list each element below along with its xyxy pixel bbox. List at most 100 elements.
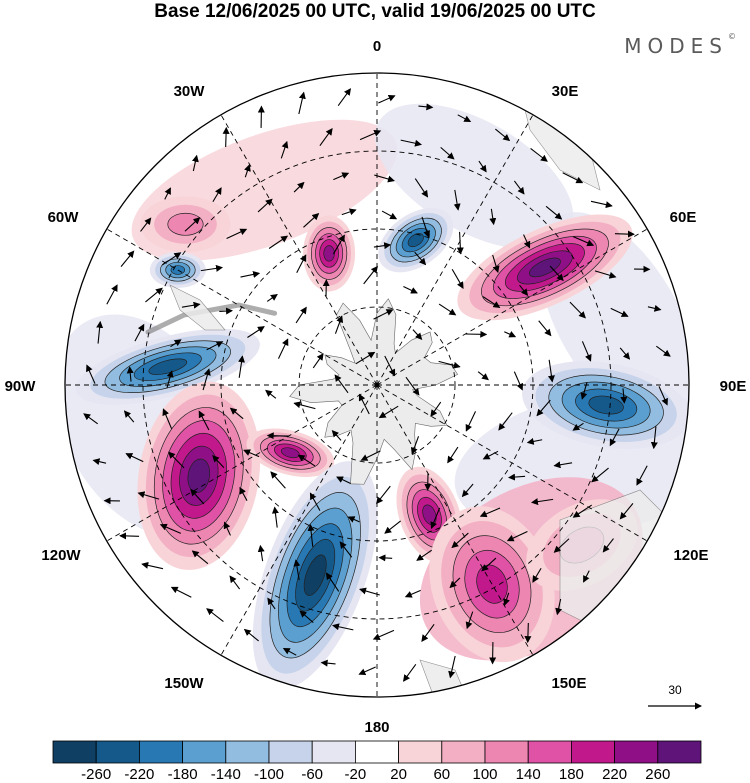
wind-arrow <box>492 254 500 274</box>
wind-arrow <box>508 473 526 481</box>
wind-arrow <box>268 235 289 249</box>
colorbar-tick-label: -60 <box>301 766 323 783</box>
wind-arrow <box>137 491 160 500</box>
wind-arrow <box>555 598 563 616</box>
anomaly-center-negative <box>75 328 260 405</box>
wind-arrow <box>421 623 435 642</box>
wind-arrow <box>418 103 434 111</box>
wind-arrow <box>141 561 164 570</box>
anomaly-center-negative <box>522 361 689 449</box>
colorbar-swatch <box>182 740 227 764</box>
wind-arrow <box>170 339 182 348</box>
wind-arrow <box>553 538 570 553</box>
wind-arrow <box>619 347 631 360</box>
wind-arrow <box>414 251 427 266</box>
wind-arrow <box>451 532 469 549</box>
wind-arrow <box>238 355 245 378</box>
copyright-mark: © <box>728 32 736 41</box>
colorbar-tick-label: -260 <box>81 766 111 783</box>
wind-arrow <box>526 437 543 445</box>
anomaly-contour <box>323 245 335 262</box>
lon-label-150w: 150W <box>164 675 204 692</box>
colorbar-tick-label: 180 <box>559 766 584 783</box>
colorbar: -260 -220 -180 -140 -100 -60 -20 20 60 100 140 180 2… <box>52 740 702 783</box>
wind-arrow <box>191 154 199 172</box>
wind-arrow <box>545 205 563 220</box>
anomaly-contour <box>303 554 327 596</box>
wind-arrow <box>293 401 316 410</box>
wind-arrow <box>359 130 382 141</box>
meridian <box>376 114 534 386</box>
wind-arrow <box>309 492 321 511</box>
wind-arrow <box>219 307 234 315</box>
colorbar-tick-label: 20 <box>390 766 407 783</box>
wind-arrow <box>363 265 378 285</box>
colorbar-tick-label: -140 <box>211 766 241 783</box>
lon-label-150e: 150E <box>551 675 586 692</box>
wind-arrow <box>293 559 301 581</box>
wind-arrow <box>372 629 395 640</box>
wind-arrow <box>223 521 231 536</box>
wind-arrow <box>190 488 205 505</box>
wind-arrow <box>123 410 135 423</box>
wind-arrow <box>482 296 501 308</box>
colorbar-swatch <box>52 740 97 764</box>
wind-arrow <box>430 507 441 530</box>
wind-arrow <box>332 623 354 631</box>
wind-arrow <box>410 436 420 455</box>
wind-arrow <box>609 428 620 447</box>
wind-arrow <box>162 408 173 429</box>
wind-arrow <box>347 516 360 523</box>
colorbar-swatch <box>268 740 313 764</box>
wind-arrow <box>170 586 192 598</box>
wind-arrow <box>331 429 342 441</box>
wind-arrow <box>504 331 517 338</box>
wind-arrow <box>200 264 224 272</box>
wind-arrow <box>562 172 584 184</box>
colorbar-swatch <box>571 740 616 764</box>
anomaly-contour <box>588 395 624 415</box>
wind-arrow <box>538 320 552 337</box>
graticule <box>65 73 689 697</box>
wind-arrow <box>513 371 524 391</box>
lon-label-90e: 90E <box>720 378 747 395</box>
wind-arrow <box>384 520 401 534</box>
wind-arrow <box>159 523 182 534</box>
wind-arrow <box>376 485 391 505</box>
wind-arrow <box>206 341 224 351</box>
wind-arrow <box>620 388 628 404</box>
wind-arrow <box>572 236 595 247</box>
wind-arrow <box>226 228 248 239</box>
wind-arrow <box>650 426 658 450</box>
wind-arrow <box>553 461 573 469</box>
wind-arrow <box>297 454 316 467</box>
colorbar-tick-label: -100 <box>254 766 284 783</box>
wind-arrow <box>339 541 353 558</box>
wind-arrow <box>451 268 464 289</box>
wind-arrow <box>532 567 542 583</box>
wind-arrow <box>168 451 185 469</box>
wind-arrow <box>120 250 135 267</box>
wind-arrow <box>530 498 554 506</box>
colorbar-swatch <box>225 740 270 764</box>
colorbar-swatch <box>614 740 659 764</box>
colorbar-swatch <box>138 740 183 764</box>
wind-arrow <box>498 412 513 431</box>
colorbar-tick-label: -180 <box>168 766 198 783</box>
wind-arrow <box>412 329 423 341</box>
lon-label-60w: 60W <box>48 209 80 226</box>
wind-arrow <box>378 405 399 419</box>
wind-arrow <box>247 326 265 338</box>
wind-arrow <box>440 146 455 160</box>
wind-arrow <box>140 217 152 232</box>
wind-arrow <box>495 128 511 142</box>
colorbar-swatch <box>95 740 140 764</box>
wind-arrow <box>240 271 261 278</box>
longitude-labels: 0 30E 60E 90E 120E 150E 180 150W 120W 90… <box>5 38 747 736</box>
wind-arrow <box>191 550 209 565</box>
colorbar-swatch <box>398 740 443 764</box>
wind-arrow <box>212 187 222 203</box>
lon-label-60e: 60E <box>670 209 697 226</box>
wind-arrow <box>519 284 529 296</box>
lon-label-180: 180 <box>364 719 389 736</box>
